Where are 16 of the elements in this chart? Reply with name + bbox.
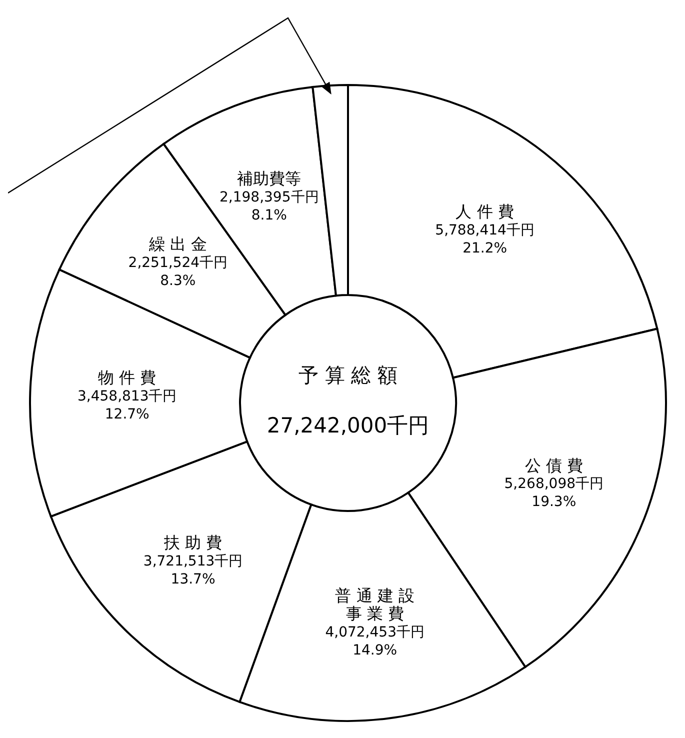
data-label: 2,251,524千円 8.3% xyxy=(128,254,228,289)
text: 予 算 総 額 xyxy=(298,363,398,387)
data-label: 2,198,395千円 8.1% xyxy=(220,189,319,224)
slice-label: 人 件 費 xyxy=(456,202,514,222)
data-label: 3,458,813千円 12.7% xyxy=(77,388,177,422)
slice-label: 物 件 費 xyxy=(98,368,156,388)
slice-label: 扶 助 費 xyxy=(162,533,222,552)
slice-label: 普 通 建 設事 業 費 xyxy=(335,586,414,623)
slice-label: 公 債 費 xyxy=(524,456,583,475)
slice-label: 繰 出 金 xyxy=(148,234,208,254)
data-label: 5,788,414千円 21.2% xyxy=(435,222,534,256)
slice-label: 補助費等 xyxy=(237,169,302,188)
data-label: 3,721,513千円 13.7% xyxy=(143,553,243,588)
data-label: 5,268,098千円 19.3% xyxy=(504,476,604,510)
data-label: 4,072,453千円 14.9% xyxy=(325,624,424,658)
text: 27,242,000千円 xyxy=(266,413,430,438)
